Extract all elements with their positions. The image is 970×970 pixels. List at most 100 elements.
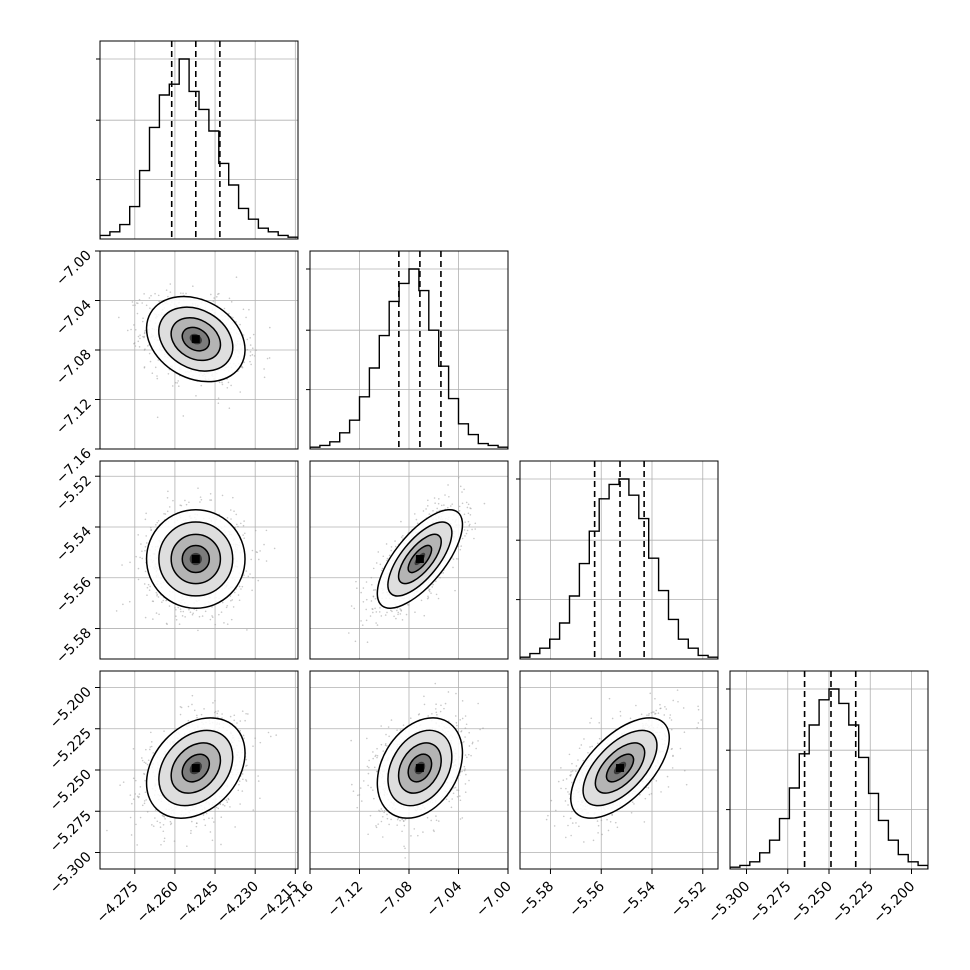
scatter-point (195, 822, 198, 824)
scatter-point (164, 513, 167, 515)
scatter-point (184, 616, 186, 618)
scatter-point (238, 780, 241, 782)
panel-border (99, 40, 299, 240)
scatter-point (158, 613, 160, 616)
scatter-point (180, 610, 182, 613)
contour-line (170, 317, 222, 362)
scatter-point (397, 611, 400, 614)
scatter-point (143, 761, 146, 764)
scatter-point (200, 713, 203, 716)
scatter-point (236, 722, 238, 724)
scatter-point (198, 615, 201, 618)
scatter-point (144, 545, 147, 548)
scatter-point (143, 332, 146, 335)
scatter-point (143, 802, 146, 805)
scatter-point (179, 504, 182, 506)
contour-line (387, 521, 453, 597)
scatter-point (226, 386, 229, 389)
scatter-point (374, 589, 377, 591)
scatter-point (212, 702, 214, 704)
scatter-point (134, 304, 136, 306)
scatter-point (145, 748, 147, 751)
scatter-point (437, 597, 440, 600)
scatter-point (233, 719, 235, 722)
scatter-point (119, 784, 121, 786)
scatter-point (251, 589, 253, 592)
scatter-point (152, 825, 155, 827)
scatter-point (216, 712, 219, 715)
scatter-point (230, 599, 232, 602)
scatter-point (165, 622, 168, 625)
scatter-point (355, 580, 357, 583)
scatter-point (225, 606, 228, 609)
scatter-point (148, 589, 151, 592)
density-peak (191, 554, 200, 563)
scatter-point (141, 320, 144, 323)
scatter-point (229, 806, 231, 808)
scatter-point (367, 833, 369, 836)
scatter-point (461, 491, 463, 493)
scatter-point (263, 368, 265, 370)
scatter-point (139, 556, 141, 559)
scatter-point (241, 790, 244, 792)
panel-border (519, 460, 719, 660)
scatter-point (156, 820, 159, 823)
scatter-point (247, 575, 250, 578)
scatter-point (211, 817, 214, 819)
scatter-point (157, 359, 160, 361)
scatter-point (220, 816, 223, 819)
scatter-point (457, 476, 460, 479)
scatter-point (249, 337, 251, 339)
scatter-point (233, 510, 235, 513)
scatter-point (263, 543, 265, 546)
scatter-point (354, 640, 357, 643)
scatter-point (376, 754, 379, 757)
scatter-point (161, 814, 164, 817)
scatter-point (149, 526, 152, 529)
scatter-point (233, 591, 236, 594)
scatter-point (382, 555, 385, 558)
contour-line (181, 326, 211, 352)
scatter-point (152, 600, 155, 603)
scatter-point (151, 824, 153, 826)
scatter-point (366, 641, 369, 644)
scatter-point (232, 606, 235, 608)
scatter-point (259, 797, 261, 800)
scatter-point (129, 794, 132, 796)
scatter-point (446, 506, 449, 509)
scatter-point (205, 812, 208, 815)
scatter-point (232, 496, 234, 499)
scatter-point (248, 308, 250, 311)
scatter-point (461, 817, 464, 819)
scatter-point (156, 416, 159, 419)
scatter-point (464, 715, 467, 717)
scatter-point (465, 532, 468, 535)
scatter-point (136, 302, 139, 305)
scatter-point (356, 806, 359, 809)
scatter-point (435, 580, 437, 583)
scatter-point (432, 583, 434, 586)
scatter-point (388, 554, 391, 557)
scatter-point (152, 618, 154, 620)
scatter-point (164, 818, 166, 820)
scatter-point (144, 518, 147, 521)
scatter-point (365, 581, 368, 583)
scatter-point (160, 843, 162, 846)
scatter-point (199, 501, 201, 503)
scatter-point (214, 699, 216, 702)
scatter-point (431, 586, 434, 588)
scatter-point (360, 591, 362, 594)
scatter-point (154, 366, 157, 369)
scatter-point (210, 499, 213, 501)
scatter-point (192, 612, 194, 615)
scatter-point (180, 706, 183, 709)
scatter-point (249, 344, 252, 346)
scatter-point (374, 597, 377, 600)
scatter-point (141, 550, 143, 552)
scatter-point (138, 795, 140, 798)
scatter-point (470, 507, 472, 510)
scatter-point (184, 499, 186, 502)
contour-line (145, 295, 246, 383)
scatter-point (263, 376, 266, 379)
